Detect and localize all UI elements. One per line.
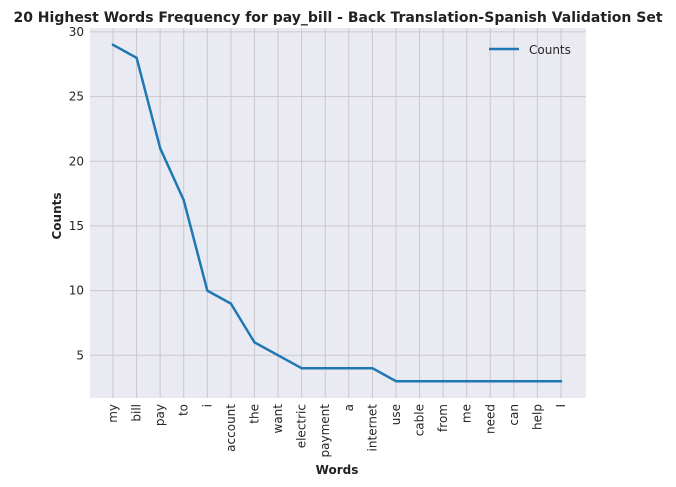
x-tick-label: want [271,404,285,434]
x-tick-label: internet [365,404,379,452]
x-tick-label: payment [318,404,332,458]
data-point [347,367,350,370]
x-tick-label: help [530,404,544,430]
x-tick-label: cable [413,404,427,436]
x-tick-label: use [389,404,403,425]
data-point [559,379,563,383]
y-tick-label: 25 [69,90,84,104]
x-tick-label: the [247,404,261,424]
data-point [182,198,185,202]
y-axis-ticks: 5 10 15 20 25 30 [69,25,84,362]
series-line-counts [111,43,563,383]
data-point [489,379,492,383]
x-tick-label: electric [295,404,309,448]
x-axis-label: Words [316,463,359,477]
y-tick-label: 5 [76,348,84,362]
data-point [465,379,468,383]
y-tick-label: 10 [69,284,84,298]
x-tick-label: bill [130,404,144,422]
x-tick-label: my [106,404,120,423]
data-point [135,56,138,59]
data-point [324,367,327,370]
x-axis-ticks: my bill pay to i account the want electric paymen… [106,404,568,458]
data-point [206,289,209,292]
data-point [300,367,303,370]
data-point [536,379,539,383]
x-tick-label: from [436,404,450,432]
y-tick-label: 20 [69,154,84,168]
y-tick-label: 30 [69,25,84,39]
data-point [394,379,398,383]
x-tick-label: need [483,404,497,434]
y-axis-label: Counts [50,192,64,239]
y-tick-label: 15 [69,219,84,233]
grid [90,28,586,398]
x-tick-label: account [224,404,238,452]
data-point [371,367,374,370]
x-tick-label: I [554,404,568,408]
data-point [229,302,233,305]
x-tick-label: can [507,404,521,426]
data-point [158,147,162,150]
data-point [418,379,421,383]
legend-label-counts: Counts [529,43,571,57]
plot-area [90,28,586,398]
data-point [512,379,516,383]
x-tick-label: to [177,404,191,416]
data-point [253,341,256,344]
legend: Counts [489,43,571,57]
x-tick-label: pay [153,404,167,426]
chart-title: 20 Highest Words Frequency for pay_bill … [13,10,662,26]
x-tick-label: me [460,404,474,423]
x-tick-label: a [342,404,356,411]
x-tick-label: i [200,404,214,407]
data-point [111,43,115,47]
data-point [441,379,445,383]
data-point [276,354,280,357]
data-points [111,43,563,383]
